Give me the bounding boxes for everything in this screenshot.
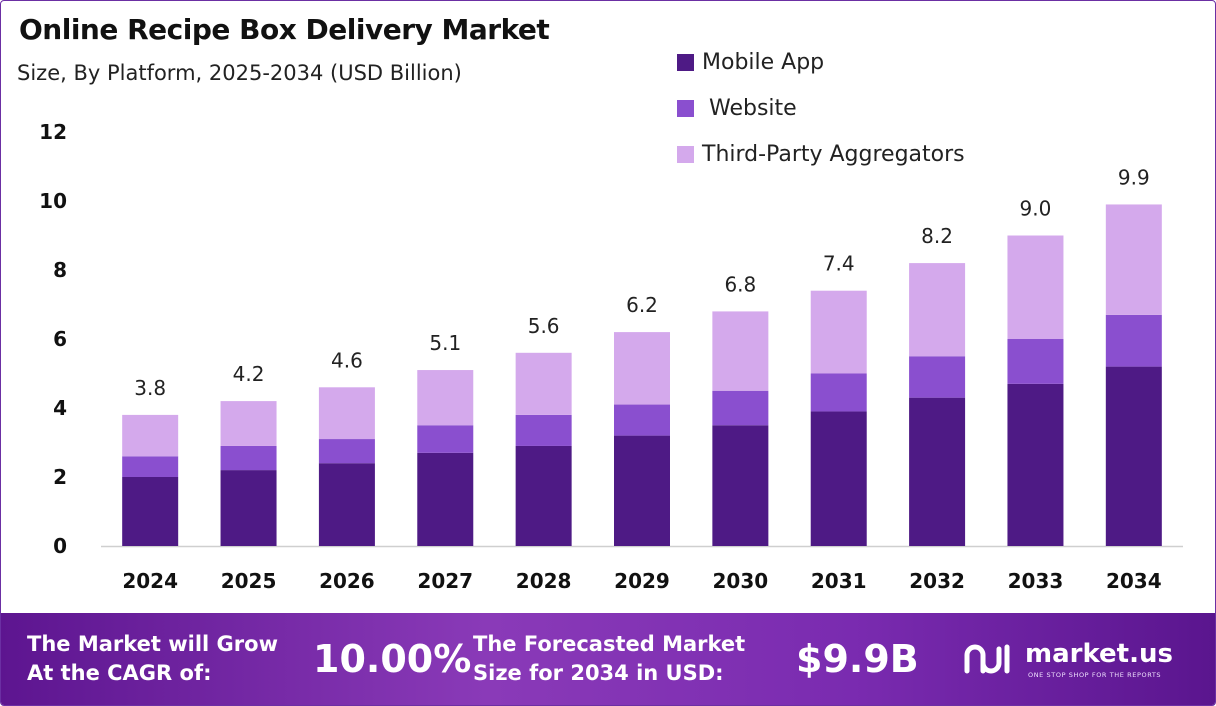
bar-segment-mobile-app [1007, 383, 1064, 546]
legend-item-website: Website [677, 85, 965, 131]
cagr-label-line2: At the CAGR of: [27, 661, 212, 685]
y-tick-label: 2 [53, 465, 67, 489]
bar-segment-mobile-app [909, 397, 966, 546]
bar-segment-website [909, 356, 966, 398]
bar-total-label: 8.2 [921, 224, 953, 248]
x-tick-label: 2033 [1008, 569, 1064, 593]
x-tick-label: 2029 [614, 569, 670, 593]
y-tick-label: 0 [53, 534, 67, 558]
bar-segment-website [417, 425, 474, 453]
bar-segment-third-party [122, 414, 179, 457]
market-us-logo-icon [964, 644, 1010, 674]
y-tick-label: 10 [39, 189, 67, 213]
x-tick-label: 2024 [122, 569, 178, 593]
bar-segment-mobile-app [712, 425, 769, 546]
x-tick-label: 2026 [319, 569, 375, 593]
forecast-label: The Forecasted Market Size for 2034 in U… [473, 630, 745, 688]
y-tick-label: 12 [39, 120, 67, 144]
bar-segment-third-party [1105, 204, 1162, 315]
legend-swatch-third-party [677, 145, 694, 163]
bar-segment-third-party [810, 290, 867, 374]
bar-segment-third-party [614, 332, 670, 405]
bar-segment-website [318, 439, 375, 464]
bar-segment-website [122, 456, 179, 477]
bar-segment-mobile-app [318, 463, 375, 546]
bar-segment-website [1105, 314, 1162, 367]
chart-legend: Mobile App Website Third-Party Aggregato… [677, 39, 965, 177]
chart-title: Online Recipe Box Delivery Market [19, 13, 550, 46]
bar-segment-website [712, 390, 769, 426]
bar-total-label: 7.4 [823, 252, 855, 276]
stacked-bar-chart: 0 2 4 6 8 10 12 3.8 2024 4.2 2025 4.6 2026 5.1 2027 5.6… [39, 120, 1183, 593]
forecast-label-line2: Size for 2034 in USD: [473, 661, 724, 685]
x-tick-label: 2034 [1106, 569, 1162, 593]
cagr-label: The Market will Grow At the CAGR of: [27, 630, 278, 688]
forecast-value: $9.9B [796, 637, 919, 681]
bar-segment-third-party [318, 387, 375, 440]
y-tick-label: 4 [53, 396, 67, 420]
legend-label-website: Website [702, 95, 797, 121]
y-tick-label: 6 [53, 327, 67, 351]
bar-segment-website [810, 373, 867, 412]
bar-segment-mobile-app [515, 445, 572, 546]
forecast-label-line1: The Forecasted Market [473, 632, 746, 656]
legend-label-third-party: Third-Party Aggregators [702, 141, 965, 167]
x-tick-label: 2027 [417, 569, 473, 593]
bar-segment-third-party [417, 370, 474, 426]
bar-segment-website [614, 404, 670, 436]
brand-name: market.us [1025, 639, 1173, 669]
bar-total-label: 6.8 [724, 272, 756, 296]
bar-total-label: 5.6 [528, 314, 560, 338]
bar-segment-third-party [1007, 235, 1064, 339]
bar-total-label: 4.6 [331, 348, 363, 372]
bar-total-label: 6.2 [626, 293, 658, 317]
cagr-label-line1: The Market will Grow [27, 632, 278, 656]
x-tick-label: 2025 [221, 569, 277, 593]
bar-segment-mobile-app [810, 411, 867, 546]
legend-item-third-party: Third-Party Aggregators [677, 131, 965, 177]
bar-total-label: 5.1 [429, 331, 461, 355]
bar-segment-website [515, 414, 572, 446]
legend-label-mobile-app: Mobile App [702, 49, 825, 75]
bar-total-label: 9.0 [1020, 197, 1052, 221]
bar-segment-mobile-app [122, 477, 179, 546]
bar-segment-website [220, 445, 277, 471]
bar-total-label: 9.9 [1118, 165, 1150, 189]
cagr-value: 10.00% [313, 637, 472, 681]
x-tick-label: 2030 [713, 569, 769, 593]
legend-item-mobile-app: Mobile App [677, 39, 965, 85]
bar-segment-website [1007, 339, 1064, 384]
x-tick-label: 2031 [811, 569, 867, 593]
bar-segment-mobile-app [417, 452, 474, 546]
bar-segment-mobile-app [220, 470, 277, 546]
chart-subtitle: Size, By Platform, 2025-2034 (USD Billio… [17, 61, 462, 85]
bar-segment-third-party [712, 311, 769, 391]
bar-segment-third-party [515, 352, 572, 415]
x-tick-label: 2028 [516, 569, 572, 593]
y-tick-label: 8 [53, 258, 67, 282]
bar-total-label: 4.2 [233, 362, 265, 386]
bar-segment-third-party [909, 263, 966, 357]
bar-segment-third-party [220, 401, 277, 446]
legend-swatch-website [677, 99, 694, 117]
x-tick-label: 2032 [909, 569, 965, 593]
bar-total-label: 3.8 [134, 376, 166, 400]
footer-banner: The Market will Grow At the CAGR of: 10.… [1, 613, 1215, 705]
bar-segment-mobile-app [614, 435, 670, 546]
legend-swatch-mobile-app [677, 53, 694, 71]
brand-tagline: ONE STOP SHOP FOR THE REPORTS [1028, 671, 1162, 679]
bar-segment-mobile-app [1105, 366, 1162, 546]
